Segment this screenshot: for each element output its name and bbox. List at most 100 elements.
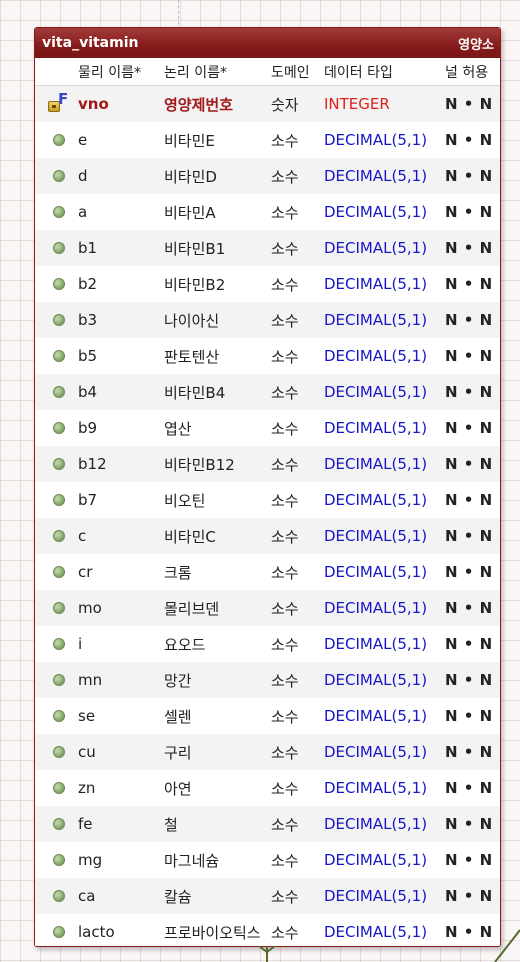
attribute-physical-name: b5: [78, 347, 98, 365]
attribute-icon-cell: [45, 338, 73, 374]
attribute-nullable: N • N: [445, 131, 493, 149]
attribute-icon-cell: [45, 770, 73, 806]
attribute-domain: 소수: [271, 239, 299, 258]
attribute-domain: 소수: [271, 275, 299, 294]
attribute-row[interactable]: ca 칼슘 소수 DECIMAL(5,1) N • N: [35, 878, 500, 914]
attribute-icon-cell: [45, 914, 73, 946]
attribute-domain: 소수: [271, 383, 299, 402]
attribute-logical-name: 나이아신: [164, 311, 220, 330]
attribute-physical-name: b9: [78, 419, 98, 437]
attribute-icon-cell: [45, 446, 73, 482]
attribute-physical-name: b1: [78, 239, 98, 257]
attribute-datatype: DECIMAL(5,1): [324, 419, 428, 437]
attribute-icon: [53, 242, 65, 254]
attribute-logical-name: 프로바이오틱스: [164, 923, 261, 942]
attribute-row[interactable]: fe 철 소수 DECIMAL(5,1) N • N: [35, 806, 500, 842]
attribute-datatype: DECIMAL(5,1): [324, 671, 428, 689]
attribute-logical-name: 비타민E: [164, 131, 215, 150]
attribute-datatype: DECIMAL(5,1): [324, 563, 428, 581]
attribute-row[interactable]: c 비타민C 소수 DECIMAL(5,1) N • N: [35, 518, 500, 554]
attribute-domain: 소수: [271, 671, 299, 690]
attribute-icon: [53, 782, 65, 794]
attribute-datatype: DECIMAL(5,1): [324, 527, 428, 545]
attribute-logical-name: 비타민B1: [164, 239, 226, 258]
attribute-datatype: DECIMAL(5,1): [324, 239, 428, 257]
attribute-domain: 소수: [271, 167, 299, 186]
attribute-row[interactable]: mg 마그네슘 소수 DECIMAL(5,1) N • N: [35, 842, 500, 878]
attribute-row[interactable]: b3 나이아신 소수 DECIMAL(5,1) N • N: [35, 302, 500, 338]
attribute-row[interactable]: b9 엽산 소수 DECIMAL(5,1) N • N: [35, 410, 500, 446]
attribute-physical-name: ca: [78, 887, 96, 905]
attribute-icon: [53, 494, 65, 506]
attribute-physical-name: se: [78, 707, 96, 725]
attribute-nullable: N • N: [445, 95, 493, 113]
attribute-datatype: DECIMAL(5,1): [324, 203, 428, 221]
attribute-domain: 소수: [271, 527, 299, 546]
entity-table[interactable]: vita_vitamin 영양소 물리 이름* 논리 이름* 도메인 데이터 타…: [34, 27, 501, 947]
attribute-row[interactable]: b7 비오틴 소수 DECIMAL(5,1) N • N: [35, 482, 500, 518]
attribute-logical-name: 비타민A: [164, 203, 216, 222]
attribute-logical-name: 비오틴: [164, 491, 206, 510]
attribute-icon: [53, 134, 65, 146]
attribute-datatype: DECIMAL(5,1): [324, 311, 428, 329]
attribute-row[interactable]: d 비타민D 소수 DECIMAL(5,1) N • N: [35, 158, 500, 194]
attribute-domain: 소수: [271, 743, 299, 762]
attribute-physical-name: mg: [78, 851, 103, 869]
attribute-row[interactable]: b5 판토텐산 소수 DECIMAL(5,1) N • N: [35, 338, 500, 374]
attribute-logical-name: 비타민B2: [164, 275, 226, 294]
attribute-row[interactable]: se 셀렌 소수 DECIMAL(5,1) N • N: [35, 698, 500, 734]
attribute-logical-name: 철: [164, 815, 178, 834]
attribute-physical-name: b3: [78, 311, 98, 329]
attribute-logical-name: 영양제번호: [164, 95, 234, 114]
attribute-row[interactable]: cu 구리 소수 DECIMAL(5,1) N • N: [35, 734, 500, 770]
attribute-icon-cell: [45, 590, 73, 626]
attribute-datatype: DECIMAL(5,1): [324, 851, 428, 869]
attribute-row[interactable]: lacto 프로바이오틱스 소수 DECIMAL(5,1) N • N: [35, 914, 500, 946]
attribute-icon-cell: [45, 266, 73, 302]
attribute-row[interactable]: b2 비타민B2 소수 DECIMAL(5,1) N • N: [35, 266, 500, 302]
attribute-icon: [53, 170, 65, 182]
attribute-domain: 소수: [271, 923, 299, 942]
attribute-nullable: N • N: [445, 239, 493, 257]
attribute-row[interactable]: zn 아연 소수 DECIMAL(5,1) N • N: [35, 770, 500, 806]
attribute-row[interactable]: b12 비타민B12 소수 DECIMAL(5,1) N • N: [35, 446, 500, 482]
attribute-row[interactable]: b4 비타민B4 소수 DECIMAL(5,1) N • N: [35, 374, 500, 410]
attribute-physical-name: vno: [78, 95, 109, 113]
attribute-row[interactable]: mo 몰리브덴 소수 DECIMAL(5,1) N • N: [35, 590, 500, 626]
attribute-row[interactable]: mn 망간 소수 DECIMAL(5,1) N • N: [35, 662, 500, 698]
attribute-row[interactable]: a 비타민A 소수 DECIMAL(5,1) N • N: [35, 194, 500, 230]
attribute-physical-name: cu: [78, 743, 96, 761]
attribute-datatype: DECIMAL(5,1): [324, 599, 428, 617]
attribute-physical-name: c: [78, 527, 87, 545]
attribute-row[interactable]: e 비타민E 소수 DECIMAL(5,1) N • N: [35, 122, 500, 158]
entity-header[interactable]: vita_vitamin 영양소: [35, 28, 500, 58]
attribute-row[interactable]: cr 크롬 소수 DECIMAL(5,1) N • N: [35, 554, 500, 590]
attribute-logical-name: 비타민B4: [164, 383, 226, 402]
attribute-icon-cell: [45, 122, 73, 158]
attribute-row[interactable]: b1 비타민B1 소수 DECIMAL(5,1) N • N: [35, 230, 500, 266]
attribute-nullable: N • N: [445, 455, 493, 473]
attribute-row[interactable]: i 요오드 소수 DECIMAL(5,1) N • N: [35, 626, 500, 662]
column-header-logical: 논리 이름*: [164, 64, 227, 81]
attribute-physical-name: zn: [78, 779, 96, 797]
attribute-nullable: N • N: [445, 383, 493, 401]
attribute-domain: 소수: [271, 851, 299, 870]
attribute-physical-name: e: [78, 131, 88, 149]
attribute-icon-cell: [45, 518, 73, 554]
attribute-domain: 소수: [271, 347, 299, 366]
attribute-icon-cell: [45, 626, 73, 662]
attribute-datatype: DECIMAL(5,1): [324, 383, 428, 401]
column-header-physical: 물리 이름*: [78, 64, 141, 81]
attribute-physical-name: b12: [78, 455, 107, 473]
attribute-logical-name: 비타민B12: [164, 455, 235, 474]
attribute-nullable: N • N: [445, 635, 493, 653]
attribute-nullable: N • N: [445, 527, 493, 545]
attribute-icon-cell: [45, 878, 73, 914]
attribute-logical-name: 셀렌: [164, 707, 192, 726]
attribute-nullable: N • N: [445, 491, 493, 509]
attribute-physical-name: lacto: [78, 923, 115, 941]
attribute-domain: 소수: [271, 707, 299, 726]
attribute-nullable: N • N: [445, 671, 493, 689]
attribute-logical-name: 비타민D: [164, 167, 217, 186]
